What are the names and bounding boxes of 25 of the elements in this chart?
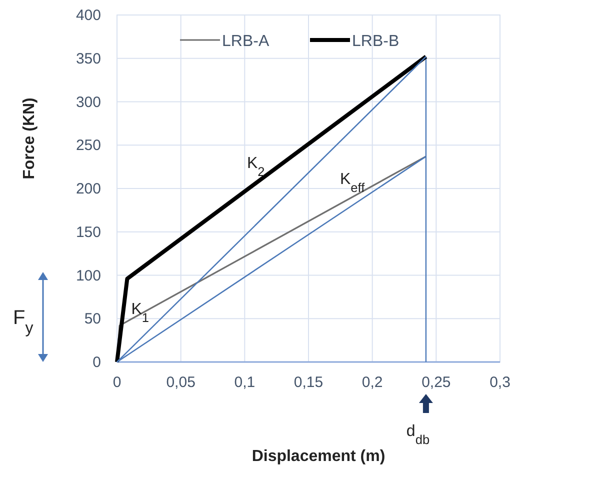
x-tick-label: 0,2 <box>362 374 383 391</box>
y-tick-label: 0 <box>92 354 101 371</box>
x-tick-label: 0,3 <box>490 374 510 391</box>
x-tick-label: 0,1 <box>234 374 256 391</box>
y-tick-label: 350 <box>76 50 101 68</box>
x-axis-title: Displacement (m) <box>252 448 386 465</box>
x-tick-label: 0,15 <box>294 374 324 391</box>
y-axis-title: Force (KN) <box>21 98 38 180</box>
annotation: K$_{2}$ <box>247 155 265 178</box>
y-tick-label: 300 <box>76 94 101 111</box>
x-tick-label: 0,05 <box>166 374 196 391</box>
text: d$_{db}$ <box>406 423 430 446</box>
y-tick-label: 50 <box>84 310 101 328</box>
annotation: K$_{eff}$ <box>340 171 366 194</box>
legend-label: LRB-B <box>352 33 400 50</box>
annotation: K$_{1}$ <box>131 301 150 325</box>
y-tick-label: 400 <box>76 7 101 24</box>
y-tick-label: 250 <box>76 137 101 154</box>
x-tick-label: 0 <box>112 374 122 391</box>
y-tick-label: 100 <box>76 267 101 284</box>
text: F$_{y}$ <box>13 307 34 336</box>
legend-label: LRB-A <box>222 33 270 50</box>
x-tick-label: 0,25 <box>422 374 451 391</box>
y-tick-label: 150 <box>76 224 101 241</box>
y-tick-label: 200 <box>76 180 101 198</box>
